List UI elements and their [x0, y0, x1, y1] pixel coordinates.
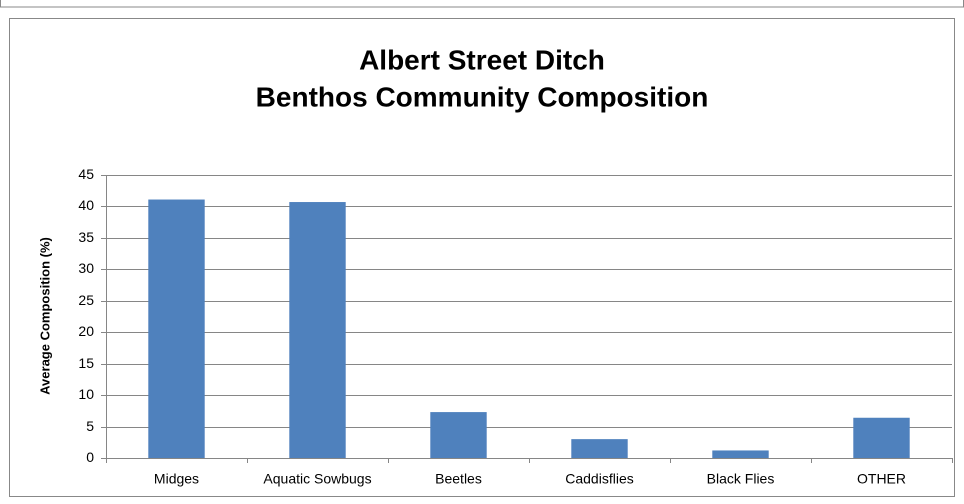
y-axis-label: Average Composition (%)	[37, 237, 52, 395]
bar	[712, 450, 769, 458]
x-tick-label: Midges	[154, 471, 199, 487]
bar	[430, 412, 487, 458]
y-tick-label: 45	[78, 166, 94, 182]
y-tick-label: 10	[78, 386, 94, 402]
bar	[853, 417, 910, 458]
outer-frame	[0, 0, 964, 8]
y-tick-label: 40	[78, 197, 94, 213]
y-tick-label: 20	[78, 323, 94, 339]
bar	[148, 199, 205, 458]
y-tick-label: 5	[86, 418, 94, 434]
chart-title: Albert Street Ditch	[359, 44, 605, 75]
y-tick-label: 25	[78, 292, 94, 308]
x-tick-label: Caddisflies	[565, 471, 633, 487]
y-tick-label: 0	[86, 449, 94, 465]
chart-title: Benthos Community Composition	[256, 81, 709, 112]
x-tick-label: OTHER	[857, 471, 906, 487]
y-tick-label: 15	[78, 355, 94, 371]
y-tick-label: 35	[78, 229, 94, 245]
bar	[289, 202, 346, 458]
x-tick-label: Black Flies	[707, 471, 775, 487]
bar	[571, 439, 628, 458]
x-tick-label: Beetles	[435, 471, 482, 487]
y-tick-label: 30	[78, 260, 94, 276]
x-tick-label: Aquatic Sowbugs	[263, 471, 371, 487]
